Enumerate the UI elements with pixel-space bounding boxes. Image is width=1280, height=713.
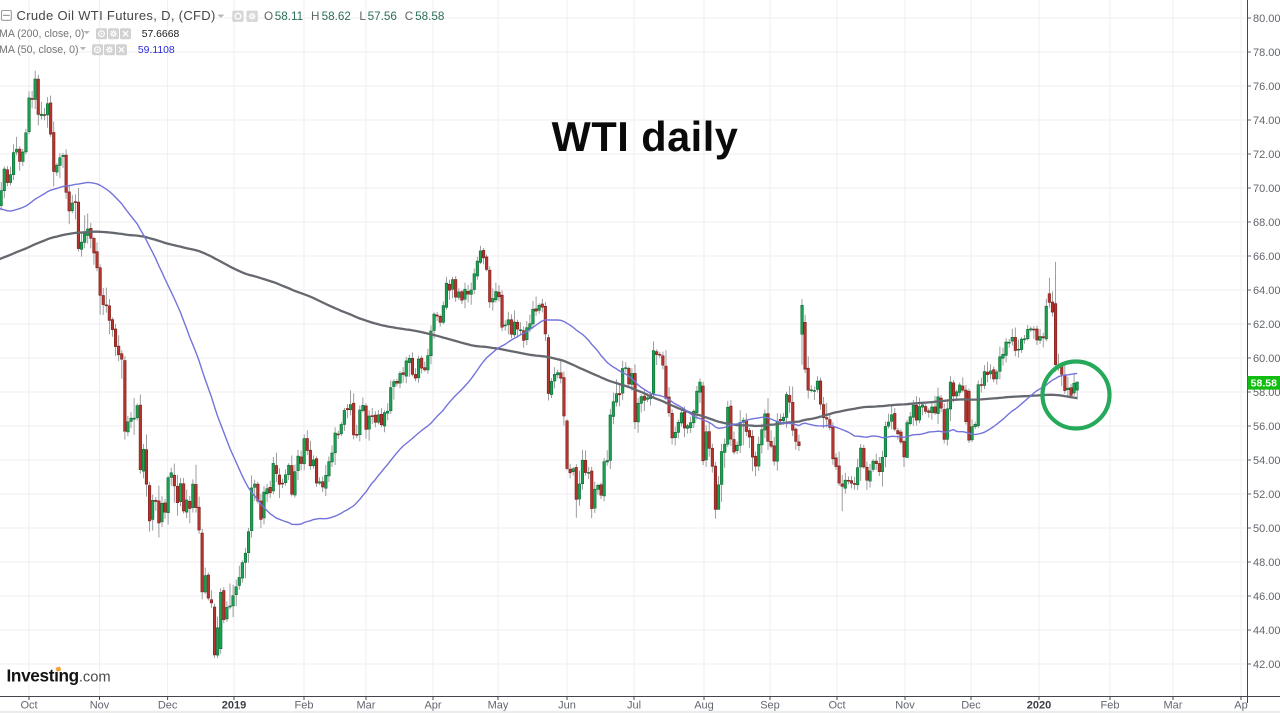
svg-text:Dec: Dec [961,700,981,712]
svg-text:Mar: Mar [357,700,376,712]
svg-text:76.00: 76.00 [1253,81,1280,93]
svg-text:48.00: 48.00 [1253,557,1280,569]
svg-text:58.00: 58.00 [1253,387,1280,399]
svg-text:Feb: Feb [1101,700,1120,712]
svg-text:Crude Oil WTI Futures, D, (CFD: Crude Oil WTI Futures, D, (CFD) [17,8,216,23]
svg-text:59.1108: 59.1108 [138,45,175,56]
svg-text:60.00: 60.00 [1253,353,1280,365]
svg-text:Jun: Jun [558,700,576,712]
svg-text:72.00: 72.00 [1253,149,1280,161]
svg-text:Dec: Dec [158,700,178,712]
svg-text:Oct: Oct [20,700,37,712]
svg-text:44.00: 44.00 [1253,625,1280,637]
svg-text:70.00: 70.00 [1253,183,1280,195]
svg-text:May: May [488,700,509,712]
svg-text:Aug: Aug [694,700,714,712]
svg-text:58.58: 58.58 [1251,377,1277,389]
svg-text:68.00: 68.00 [1253,217,1280,229]
svg-text:2020: 2020 [1027,700,1051,712]
svg-text:57.6668: 57.6668 [142,29,180,40]
svg-text:56.00: 56.00 [1253,421,1280,433]
svg-text:46.00: 46.00 [1253,591,1280,603]
svg-text:62.00: 62.00 [1253,319,1280,331]
svg-text:42.00: 42.00 [1253,659,1280,671]
svg-text:54.00: 54.00 [1253,455,1280,467]
svg-text:Mar: Mar [1164,700,1183,712]
svg-text:MA (50, close, 0): MA (50, close, 0) [0,44,78,56]
svg-text:Jul: Jul [627,700,641,712]
svg-text:Investıng.com: Investıng.com [7,666,111,686]
svg-text:Feb: Feb [295,700,314,712]
svg-text:50.00: 50.00 [1253,523,1280,535]
svg-text:78.00: 78.00 [1253,47,1280,59]
svg-text:74.00: 74.00 [1253,115,1280,127]
svg-text:MA (200, close, 0): MA (200, close, 0) [0,28,84,40]
svg-text:Ap: Ap [1234,700,1247,712]
svg-text:66.00: 66.00 [1253,251,1280,263]
svg-text:64.00: 64.00 [1253,285,1280,297]
svg-text:Nov: Nov [895,700,915,712]
svg-text:52.00: 52.00 [1253,489,1280,501]
svg-text:Apr: Apr [424,700,441,712]
svg-text:Sep: Sep [760,700,780,712]
svg-text:Oct: Oct [828,700,845,712]
svg-text:WTI daily: WTI daily [552,113,739,160]
svg-text:80.00: 80.00 [1253,13,1280,25]
svg-text:Nov: Nov [90,700,110,712]
svg-text:2019: 2019 [222,700,246,712]
